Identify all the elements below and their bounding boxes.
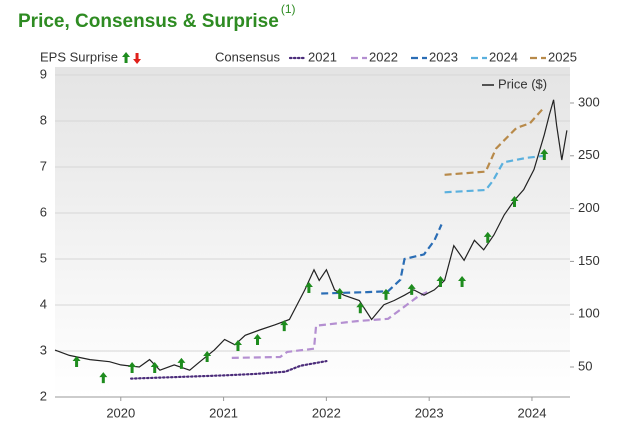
y2-tick-label: 100 bbox=[578, 306, 600, 321]
chart-title: Price, Consensus & Surprise bbox=[18, 11, 279, 32]
legend-label: Price ($) bbox=[498, 76, 547, 91]
x-tick-label: 2024 bbox=[518, 405, 547, 420]
y2-tick-label: 250 bbox=[578, 147, 600, 162]
legend-label: 2024 bbox=[489, 49, 518, 64]
surprise-arrow bbox=[458, 276, 467, 287]
x-tick-label: 2023 bbox=[415, 405, 444, 420]
surprise-arrow bbox=[280, 320, 289, 332]
surprise-arrow bbox=[72, 356, 81, 368]
y-tick-label: 5 bbox=[40, 250, 47, 265]
y2-tick-label: 150 bbox=[578, 253, 600, 268]
y-tick-label: 6 bbox=[40, 204, 47, 219]
x-tick-label: 2022 bbox=[312, 405, 341, 420]
surprise-arrow bbox=[356, 302, 365, 314]
surprise-arrow bbox=[510, 195, 519, 207]
surprise-arrow bbox=[99, 372, 108, 384]
surprise-arrow bbox=[233, 339, 242, 351]
surprise-arrow bbox=[128, 362, 137, 374]
y-tick-label: 4 bbox=[40, 296, 47, 311]
y-tick-label: 3 bbox=[40, 342, 47, 357]
x-tick-label: 2020 bbox=[106, 405, 135, 420]
legend-label: 2022 bbox=[369, 49, 398, 64]
surprise-arrow bbox=[483, 231, 492, 243]
plot-area bbox=[55, 67, 570, 397]
title-superscript: (1) bbox=[281, 2, 296, 16]
surprise-arrow bbox=[436, 276, 445, 287]
legend-up-arrow bbox=[122, 52, 131, 63]
y-tick-label: 7 bbox=[40, 158, 47, 173]
consensus-line bbox=[444, 154, 548, 194]
surprise-legend-label: EPS Surprise bbox=[40, 49, 118, 64]
y-tick-label: 2 bbox=[40, 388, 47, 403]
y-tick-label: 8 bbox=[40, 112, 47, 127]
legend-label: 2023 bbox=[429, 49, 458, 64]
surprise-arrow bbox=[304, 281, 313, 293]
consensus-line bbox=[444, 106, 546, 176]
consensus-legend-label: Consensus bbox=[215, 49, 281, 64]
surprise-arrow bbox=[203, 350, 212, 362]
surprise-arrow bbox=[150, 362, 159, 374]
y2-tick-label: 200 bbox=[578, 200, 600, 215]
surprise-arrow bbox=[540, 149, 549, 161]
consensus-line bbox=[321, 224, 443, 295]
legend-label: 2021 bbox=[308, 49, 337, 64]
legend-label: 2025 bbox=[548, 49, 577, 64]
surprise-arrow bbox=[407, 283, 416, 295]
y-tick-label: 9 bbox=[40, 66, 47, 81]
x-tick-label: 2021 bbox=[209, 405, 238, 420]
y2-tick-label: 50 bbox=[578, 358, 592, 373]
y2-tick-label: 300 bbox=[578, 94, 600, 109]
surprise-arrow bbox=[381, 288, 390, 300]
surprise-arrow bbox=[177, 357, 186, 369]
surprise-arrow bbox=[253, 333, 262, 345]
surprise-arrow bbox=[335, 287, 344, 299]
legend-down-arrow bbox=[133, 53, 142, 64]
consensus-line bbox=[130, 360, 328, 380]
